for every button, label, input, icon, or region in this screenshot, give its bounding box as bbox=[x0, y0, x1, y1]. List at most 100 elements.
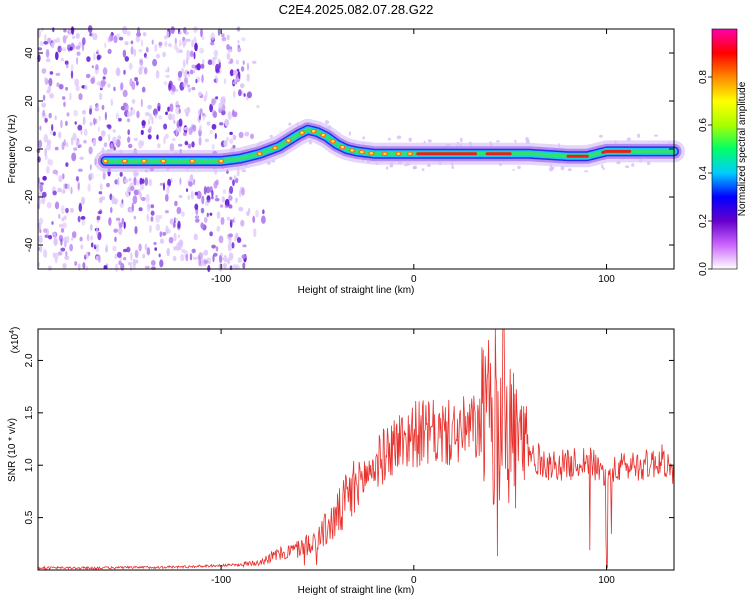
spectrogram-noise-speck bbox=[235, 59, 240, 65]
spectrogram-noise-speck bbox=[46, 142, 51, 151]
spectrogram-noise-speck bbox=[77, 215, 81, 223]
spectrogram-noise-speck bbox=[65, 235, 70, 243]
spectrogram-noise-speck bbox=[62, 263, 67, 269]
spectrogram-noise-speck bbox=[118, 117, 122, 122]
spectrogram-noise-speck bbox=[127, 136, 131, 143]
spectrogram-hotspot-core bbox=[350, 149, 354, 152]
spectrogram-noise-speck bbox=[188, 87, 191, 93]
colorbar-tick-label: 0.4 bbox=[698, 166, 709, 180]
spectrogram-hotspot-core bbox=[396, 152, 400, 155]
spectrogram-noise-speck bbox=[115, 217, 121, 221]
spectrogram-noise-speck bbox=[65, 250, 68, 257]
spectrogram-noise-speck bbox=[76, 57, 79, 65]
spectrogram-noise-speck bbox=[68, 28, 72, 36]
spectrogram-noise-speck bbox=[232, 179, 235, 187]
spectrogram-noise-speck bbox=[213, 49, 219, 57]
spectrogram-noise-speck bbox=[247, 62, 249, 71]
snr-x-label: Height of straight line (km) bbox=[298, 585, 415, 596]
spectrogram-noise-speck bbox=[211, 244, 216, 249]
spectrogram-noise-speck bbox=[80, 216, 86, 220]
spectrogram-noise-speck bbox=[169, 103, 174, 112]
spectrogram-noise-speck bbox=[325, 120, 329, 125]
spectrogram-noise-speck bbox=[148, 118, 150, 126]
spectrogram-noise-speck bbox=[238, 71, 241, 80]
spectrogram-noise-speck bbox=[126, 30, 131, 36]
spectrogram-noise-speck bbox=[211, 144, 215, 150]
spectrogram-panel: -100 0 100 -40 -20 0 20 40 Height of straight … bbox=[7, 25, 685, 296]
spectrogram-noise-speck bbox=[147, 204, 151, 209]
spectrogram-noise-speck bbox=[193, 26, 198, 33]
spectrogram-hotspot-core bbox=[340, 145, 345, 149]
spectrogram-noise-speck bbox=[75, 32, 80, 40]
spectrogram-noise-speck bbox=[168, 113, 173, 121]
spectrogram-noise-speck bbox=[115, 112, 120, 120]
spectrogram-noise-speck bbox=[103, 142, 108, 148]
spectrogram-noise-speck bbox=[142, 253, 146, 259]
spectrogram-noise-speck bbox=[193, 36, 197, 42]
spectrogram-noise-speck bbox=[101, 104, 105, 111]
spectrogram-noise-speck bbox=[241, 187, 245, 196]
spectrogram-noise-speck bbox=[246, 73, 250, 82]
spectrogram-noise-speck bbox=[101, 130, 106, 137]
spectrogram-noise-speck bbox=[159, 238, 165, 244]
spectrogram-noise-speck bbox=[102, 67, 108, 76]
spectrogram-noise-speck bbox=[55, 51, 59, 61]
spectrogram-hotspot-core bbox=[369, 152, 373, 155]
spectrogram-noise-speck bbox=[226, 44, 231, 51]
spectrogram-noise-speck bbox=[182, 36, 185, 41]
spectrogram-noise-speck bbox=[46, 37, 52, 44]
spectrogram-noise-speck bbox=[81, 196, 85, 205]
spectrogram-noise-speck bbox=[127, 129, 130, 136]
spectrogram-x-label: Height of straight line (km) bbox=[298, 285, 415, 296]
snr-ytick-label: 0.5 bbox=[24, 510, 35, 524]
spectrogram-noise-speck bbox=[65, 120, 68, 126]
spectrogram-noise-speck bbox=[166, 187, 170, 195]
spectrogram-noise-speck bbox=[256, 104, 260, 109]
spectrogram-noise-speck bbox=[54, 146, 59, 151]
spectrogram-noise-speck bbox=[261, 215, 266, 224]
spectrogram-noise-speck bbox=[159, 231, 163, 238]
spectrogram-noise-speck bbox=[74, 78, 80, 87]
spectrogram-noise-speck bbox=[158, 253, 161, 258]
spectrogram-noise-speck bbox=[145, 193, 150, 203]
spectrogram-hotspot-core bbox=[408, 152, 412, 155]
spectrogram-noise-speck bbox=[130, 185, 135, 191]
spectrogram-noise-speck bbox=[60, 205, 65, 215]
spectrogram-noise-speck bbox=[209, 129, 214, 135]
spectrogram-noise-speck bbox=[65, 142, 69, 148]
spectrogram-noise-speck bbox=[185, 38, 191, 42]
snr-xtick-label: 100 bbox=[598, 575, 615, 586]
spectrogram-noise-speck bbox=[104, 111, 107, 121]
spectrogram-noise-speck bbox=[171, 113, 176, 121]
spectrogram-noise-speck bbox=[229, 131, 233, 135]
spectrogram-noise-speck bbox=[43, 133, 49, 143]
spectrogram-noise-speck bbox=[113, 86, 116, 92]
snr-multiplier-exp: 4 bbox=[9, 330, 16, 334]
colorbar-label: Normalized spectral amplitude bbox=[737, 81, 748, 216]
snr-xtick-label: -100 bbox=[211, 575, 231, 586]
spectrogram-noise-speck bbox=[127, 111, 130, 118]
spectrogram-noise-speck bbox=[87, 251, 91, 256]
spectrogram-noise-speck bbox=[178, 234, 180, 239]
spectrogram-noise-speck bbox=[106, 124, 111, 128]
spectrogram-noise-speck bbox=[173, 246, 178, 251]
spectrogram-hotspot-core bbox=[273, 146, 277, 150]
spectrogram-noise-speck bbox=[72, 35, 76, 40]
spectrogram-noise-speck bbox=[165, 111, 168, 116]
spectrogram-noise-speck bbox=[348, 131, 351, 136]
spectrogram-noise-speck bbox=[158, 115, 163, 120]
spectrogram-noise-speck bbox=[87, 183, 91, 192]
spectrogram-noise-speck bbox=[130, 252, 133, 261]
spectrogram-x-axis: -100 0 100 bbox=[211, 29, 615, 285]
spectrogram-ytick-label: 40 bbox=[24, 47, 35, 59]
spectrogram-noise-speck bbox=[174, 217, 179, 222]
spectrogram-noise-speck bbox=[131, 202, 134, 212]
spectrogram-noise-speck bbox=[232, 81, 236, 85]
spectrogram-noise-speck bbox=[224, 118, 230, 127]
spectrogram-noise-speck bbox=[49, 71, 54, 75]
spectrogram-noise-speck bbox=[115, 139, 121, 148]
spectrogram-noise-speck bbox=[42, 248, 47, 258]
snr-ytick-label: 1.0 bbox=[24, 458, 35, 472]
spectrogram-noise-speck bbox=[42, 109, 46, 117]
spectrogram-noise-speck bbox=[229, 186, 234, 194]
